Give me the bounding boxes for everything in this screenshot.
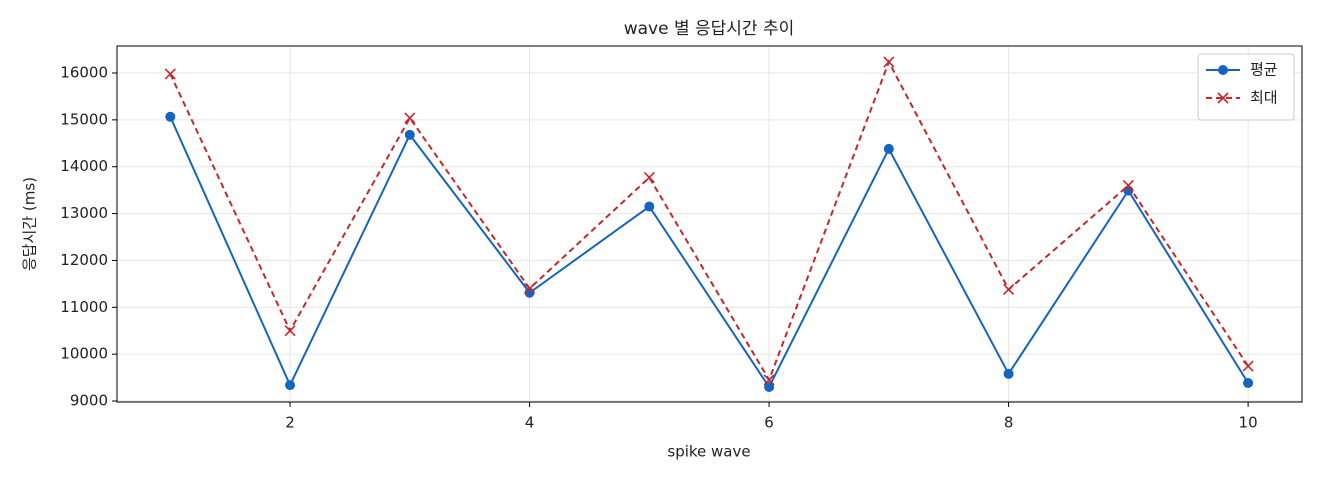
y-tick-label: 15000	[60, 110, 108, 128]
x-tick-label: 6	[764, 414, 774, 432]
marker	[523, 282, 536, 295]
marker	[1243, 377, 1254, 388]
x-axis-label: spike wave	[667, 443, 750, 461]
x-tick-label: 8	[1004, 414, 1014, 432]
marker	[1003, 368, 1014, 379]
marker	[165, 111, 176, 122]
plot-frame	[116, 45, 1303, 403]
y-tick-label: 16000	[60, 63, 108, 81]
marker	[763, 374, 775, 386]
legend-box	[1197, 53, 1295, 121]
marker	[1242, 360, 1254, 372]
marker	[883, 56, 895, 68]
y-tick-label: 12000	[60, 251, 108, 269]
y-tick-label: 14000	[60, 157, 108, 175]
legend-marker	[1217, 92, 1229, 104]
marker	[284, 325, 296, 337]
y-axis-label: 응답시간 (ms)	[21, 177, 39, 271]
x-tick-label: 10	[1239, 414, 1258, 432]
y-tick-label: 9000	[70, 392, 108, 410]
x-tick-label: 4	[525, 414, 535, 432]
chart-title: wave 별 응답시간 추이	[624, 19, 795, 39]
series-line	[169, 59, 1249, 383]
y-tick-label: 13000	[60, 204, 108, 222]
x-tick-label: 2	[285, 414, 295, 432]
marker	[644, 201, 655, 212]
marker	[285, 380, 296, 391]
marker	[404, 129, 415, 140]
marker	[883, 143, 894, 154]
legend-label: 최대	[1250, 89, 1278, 107]
y-tick-label: 10000	[60, 345, 108, 363]
y-tick-label: 11000	[60, 298, 108, 316]
marker	[764, 381, 775, 392]
marker	[1122, 179, 1134, 192]
legend-marker	[1218, 65, 1228, 75]
marker	[164, 68, 176, 80]
marker	[404, 112, 416, 124]
marker	[1003, 283, 1015, 296]
series-line	[169, 116, 1249, 389]
marker	[643, 171, 655, 184]
legend-label: 평균	[1250, 61, 1278, 79]
